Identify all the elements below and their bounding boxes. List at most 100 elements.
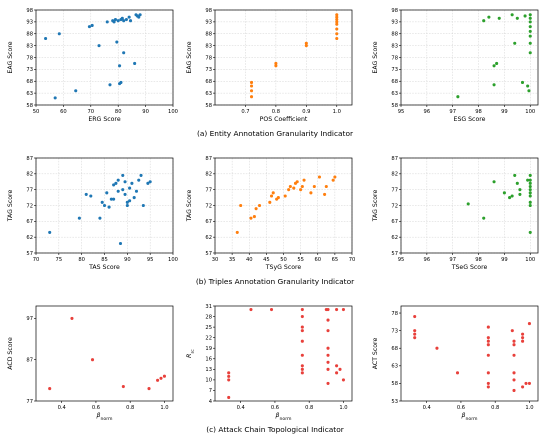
axes-frame (400, 305, 539, 402)
x-tick-label: 1.0 (160, 405, 168, 411)
y-tick-label: 57 (205, 251, 212, 257)
data-point (134, 189, 139, 193)
data-point (323, 192, 327, 196)
data-point (269, 194, 274, 198)
data-point (518, 188, 522, 192)
y-tick-label: 58 (391, 381, 398, 387)
y-axis-label: EAG Score (372, 41, 379, 73)
x-tick-label: 0.6 (271, 405, 279, 411)
data-point (139, 173, 143, 177)
x-tick-label: 60 (60, 109, 67, 115)
y-tick-label: 67 (26, 219, 33, 225)
data-point (292, 186, 296, 190)
scatter-panel-8: 0.4 0.6 0.8 1.0 4 7 10 13 16 19 22 25 28 31 βnorm Rrc (186, 304, 353, 422)
data-point (97, 44, 101, 48)
data-point (127, 15, 131, 19)
data-point (295, 180, 299, 184)
y-tick-label: 63 (205, 91, 212, 97)
data-point (521, 339, 525, 343)
data-point (146, 181, 150, 185)
scatter-panel-1: 50 60 70 80 90 100 58 63 68 73 78 83 88 93 98 ERG Score… (7, 8, 178, 123)
data-point (227, 395, 231, 400)
y-tick-label: 83 (26, 43, 33, 49)
x-tick-label: 80 (115, 109, 122, 115)
data-point (300, 325, 304, 329)
data-point (105, 20, 109, 24)
data-point (413, 336, 417, 340)
data-point (98, 216, 102, 220)
y-axis-label: ACD Score (7, 337, 14, 370)
x-tick-label: 0.8 (491, 405, 499, 411)
data-point (276, 196, 280, 200)
y-tick-label: 93 (26, 20, 33, 26)
data-point (515, 181, 519, 185)
data-point (114, 181, 118, 185)
x-tick-label: 0.8 (305, 405, 313, 411)
data-point (287, 188, 291, 192)
x-tick-label: 0.4 (237, 405, 246, 411)
data-point (528, 191, 532, 195)
y-tick-label: 97 (26, 316, 33, 322)
y-tick-label: 22 (205, 335, 212, 341)
x-tick-label: 99 (501, 257, 508, 263)
data-point (116, 19, 120, 23)
y-tick-label: 77 (26, 187, 33, 193)
data-point (326, 353, 330, 357)
y-tick-label: 7 (209, 388, 212, 394)
y-tick-label: 68 (26, 79, 33, 85)
data-point (510, 13, 514, 17)
data-point (77, 216, 81, 220)
scatter-panel-5: 30 35 40 45 50 55 60 65 70 57 62 67 72 77 82 87 TSyG Sco… (186, 156, 355, 271)
x-tick-label: 100 (525, 257, 535, 263)
data-point (482, 216, 486, 220)
data-point (44, 36, 48, 41)
data-point (121, 173, 125, 177)
data-point (512, 388, 516, 392)
data-point (300, 339, 304, 343)
x-tick-label: 100 (525, 109, 535, 115)
data-point (312, 184, 316, 189)
caption-c: (c) Attack Chain Topological Indicator (206, 425, 345, 434)
data-point (123, 180, 127, 184)
data-point (486, 336, 490, 340)
scatter-panel-6: 95 96 97 98 99 100 57 62 67 72 77 82 87 TSeG Score TAG… (372, 156, 539, 271)
y-tick-label: 87 (26, 156, 33, 162)
y-axis-label: TAG Score (372, 190, 379, 223)
data-point (128, 186, 132, 190)
x-tick-label: 40 (246, 257, 253, 263)
data-point (128, 19, 133, 23)
data-point (510, 329, 514, 333)
data-point (486, 353, 490, 357)
data-point (526, 178, 530, 182)
data-point (299, 188, 303, 192)
data-point (486, 325, 490, 329)
x-tick-label: 70 (33, 257, 40, 263)
x-tick-label: 55 (297, 257, 304, 263)
y-tick-label: 77 (391, 187, 398, 193)
data-point (89, 194, 93, 198)
x-tick-label: 60 (314, 257, 321, 263)
data-point (338, 367, 342, 371)
x-axis-label: POS Coefficient (260, 116, 308, 123)
data-point (335, 371, 339, 375)
data-point (326, 346, 330, 350)
data-point (300, 371, 304, 375)
data-point (455, 371, 460, 375)
x-tick-label: 80 (78, 257, 85, 263)
y-tick-label: 31 (205, 304, 212, 310)
data-point (147, 387, 151, 391)
x-tick-label: 70 (349, 257, 356, 263)
x-axis-label: βnorm (276, 412, 292, 422)
x-tick-label: 0.8 (126, 405, 134, 411)
x-tick-label: 95 (398, 109, 405, 115)
data-point (304, 41, 308, 45)
data-point (324, 184, 328, 189)
data-point (300, 329, 304, 333)
data-point (528, 29, 532, 33)
data-point (137, 178, 141, 182)
y-tick-label: 78 (391, 55, 398, 61)
x-tick-label: 0.7 (241, 109, 249, 115)
y-tick-label: 82 (26, 172, 33, 178)
